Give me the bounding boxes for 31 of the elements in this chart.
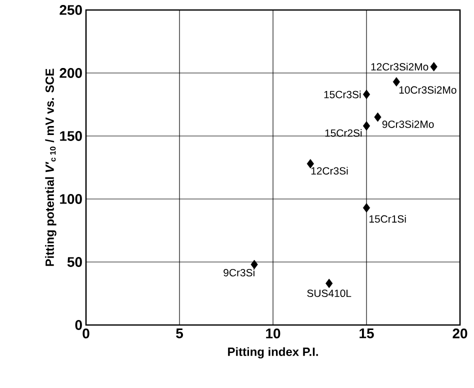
annotation: 10Cr3Si2Mo: [399, 86, 456, 94]
y-tick-label: 200: [60, 68, 82, 78]
annotation: 9Cr3Si: [224, 268, 254, 276]
point: [306, 159, 314, 168]
annotation: 15Cr2Si: [325, 129, 362, 137]
point: [392, 77, 400, 86]
point: [362, 121, 370, 131]
x-tick-label: 5: [176, 328, 184, 338]
annotation: 12Cr3Si2Mo: [371, 62, 428, 71]
y-tick-label: 100: [60, 194, 82, 204]
annotation: 15Cr1Si: [369, 214, 406, 223]
y-tick-label: 150: [60, 131, 82, 141]
point: [250, 260, 258, 270]
point: [362, 90, 370, 100]
annotation: SUS410L: [307, 290, 352, 298]
x-axis-title: Pitting index P.I.: [228, 347, 318, 358]
y-tick-label: 50: [67, 257, 82, 267]
point: [362, 203, 370, 212]
y-tick-label: 250: [60, 5, 82, 15]
x-tick-label: 0: [82, 328, 90, 338]
x-tick-label: 10: [266, 328, 280, 338]
annotation: 15Cr3Si: [324, 90, 361, 98]
point: [374, 112, 382, 122]
point: [326, 278, 333, 288]
point: [430, 62, 438, 72]
y-tick-label: 0: [75, 320, 82, 330]
x-tick-label: 15: [360, 328, 374, 338]
annotation: 9Cr3Si2Mo: [382, 120, 434, 128]
annotation: 12Cr3Si: [311, 166, 348, 175]
y-axis-title: Pitting potential V′$_{c 10}$ / mV vs. SCE: [45, 68, 56, 266]
x-tick-label: 20: [452, 328, 468, 338]
